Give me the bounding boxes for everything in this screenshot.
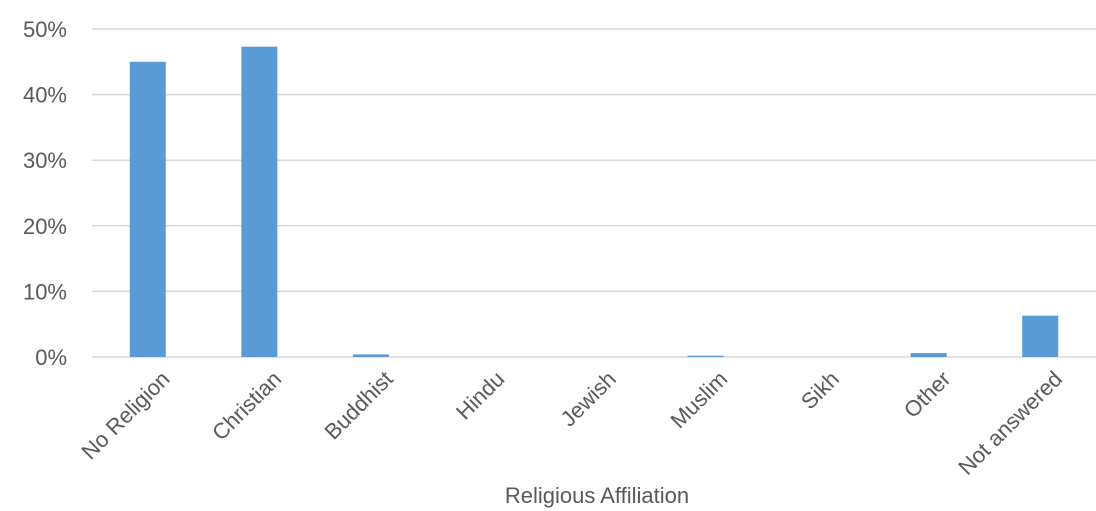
x-category-label: Buddhist — [320, 366, 398, 444]
y-tick-label: 50% — [23, 17, 67, 42]
x-axis-title: Religious Affiliation — [505, 483, 689, 508]
y-tick-label: 20% — [23, 214, 67, 239]
x-category-label: Hindu — [451, 366, 509, 424]
x-category-label: Other — [899, 366, 956, 423]
y-tick-label: 10% — [23, 279, 67, 304]
bar — [352, 354, 389, 357]
y-tick-label: 0% — [35, 345, 67, 370]
bar — [687, 355, 724, 357]
bar — [129, 61, 166, 358]
x-category-label: Muslim — [665, 366, 732, 433]
y-tick-label: 30% — [23, 148, 67, 173]
y-tick-label: 40% — [23, 83, 67, 108]
x-category-label: Sikh — [796, 366, 844, 414]
x-axis-category-labels: No Religion Christian Buddhist Hindu Jewish M… — [77, 366, 1068, 480]
bar — [241, 46, 278, 357]
y-axis-tick-labels: 0% 10% 20% 30% 40% 50% — [23, 17, 67, 370]
x-category-label: Jewish — [556, 366, 621, 431]
bar — [1022, 315, 1059, 357]
x-category-label: No Religion — [77, 366, 175, 464]
bar — [910, 353, 947, 357]
bars — [129, 46, 1059, 358]
x-category-label: Christian — [207, 366, 286, 445]
x-category-label: Not answered — [953, 366, 1067, 480]
